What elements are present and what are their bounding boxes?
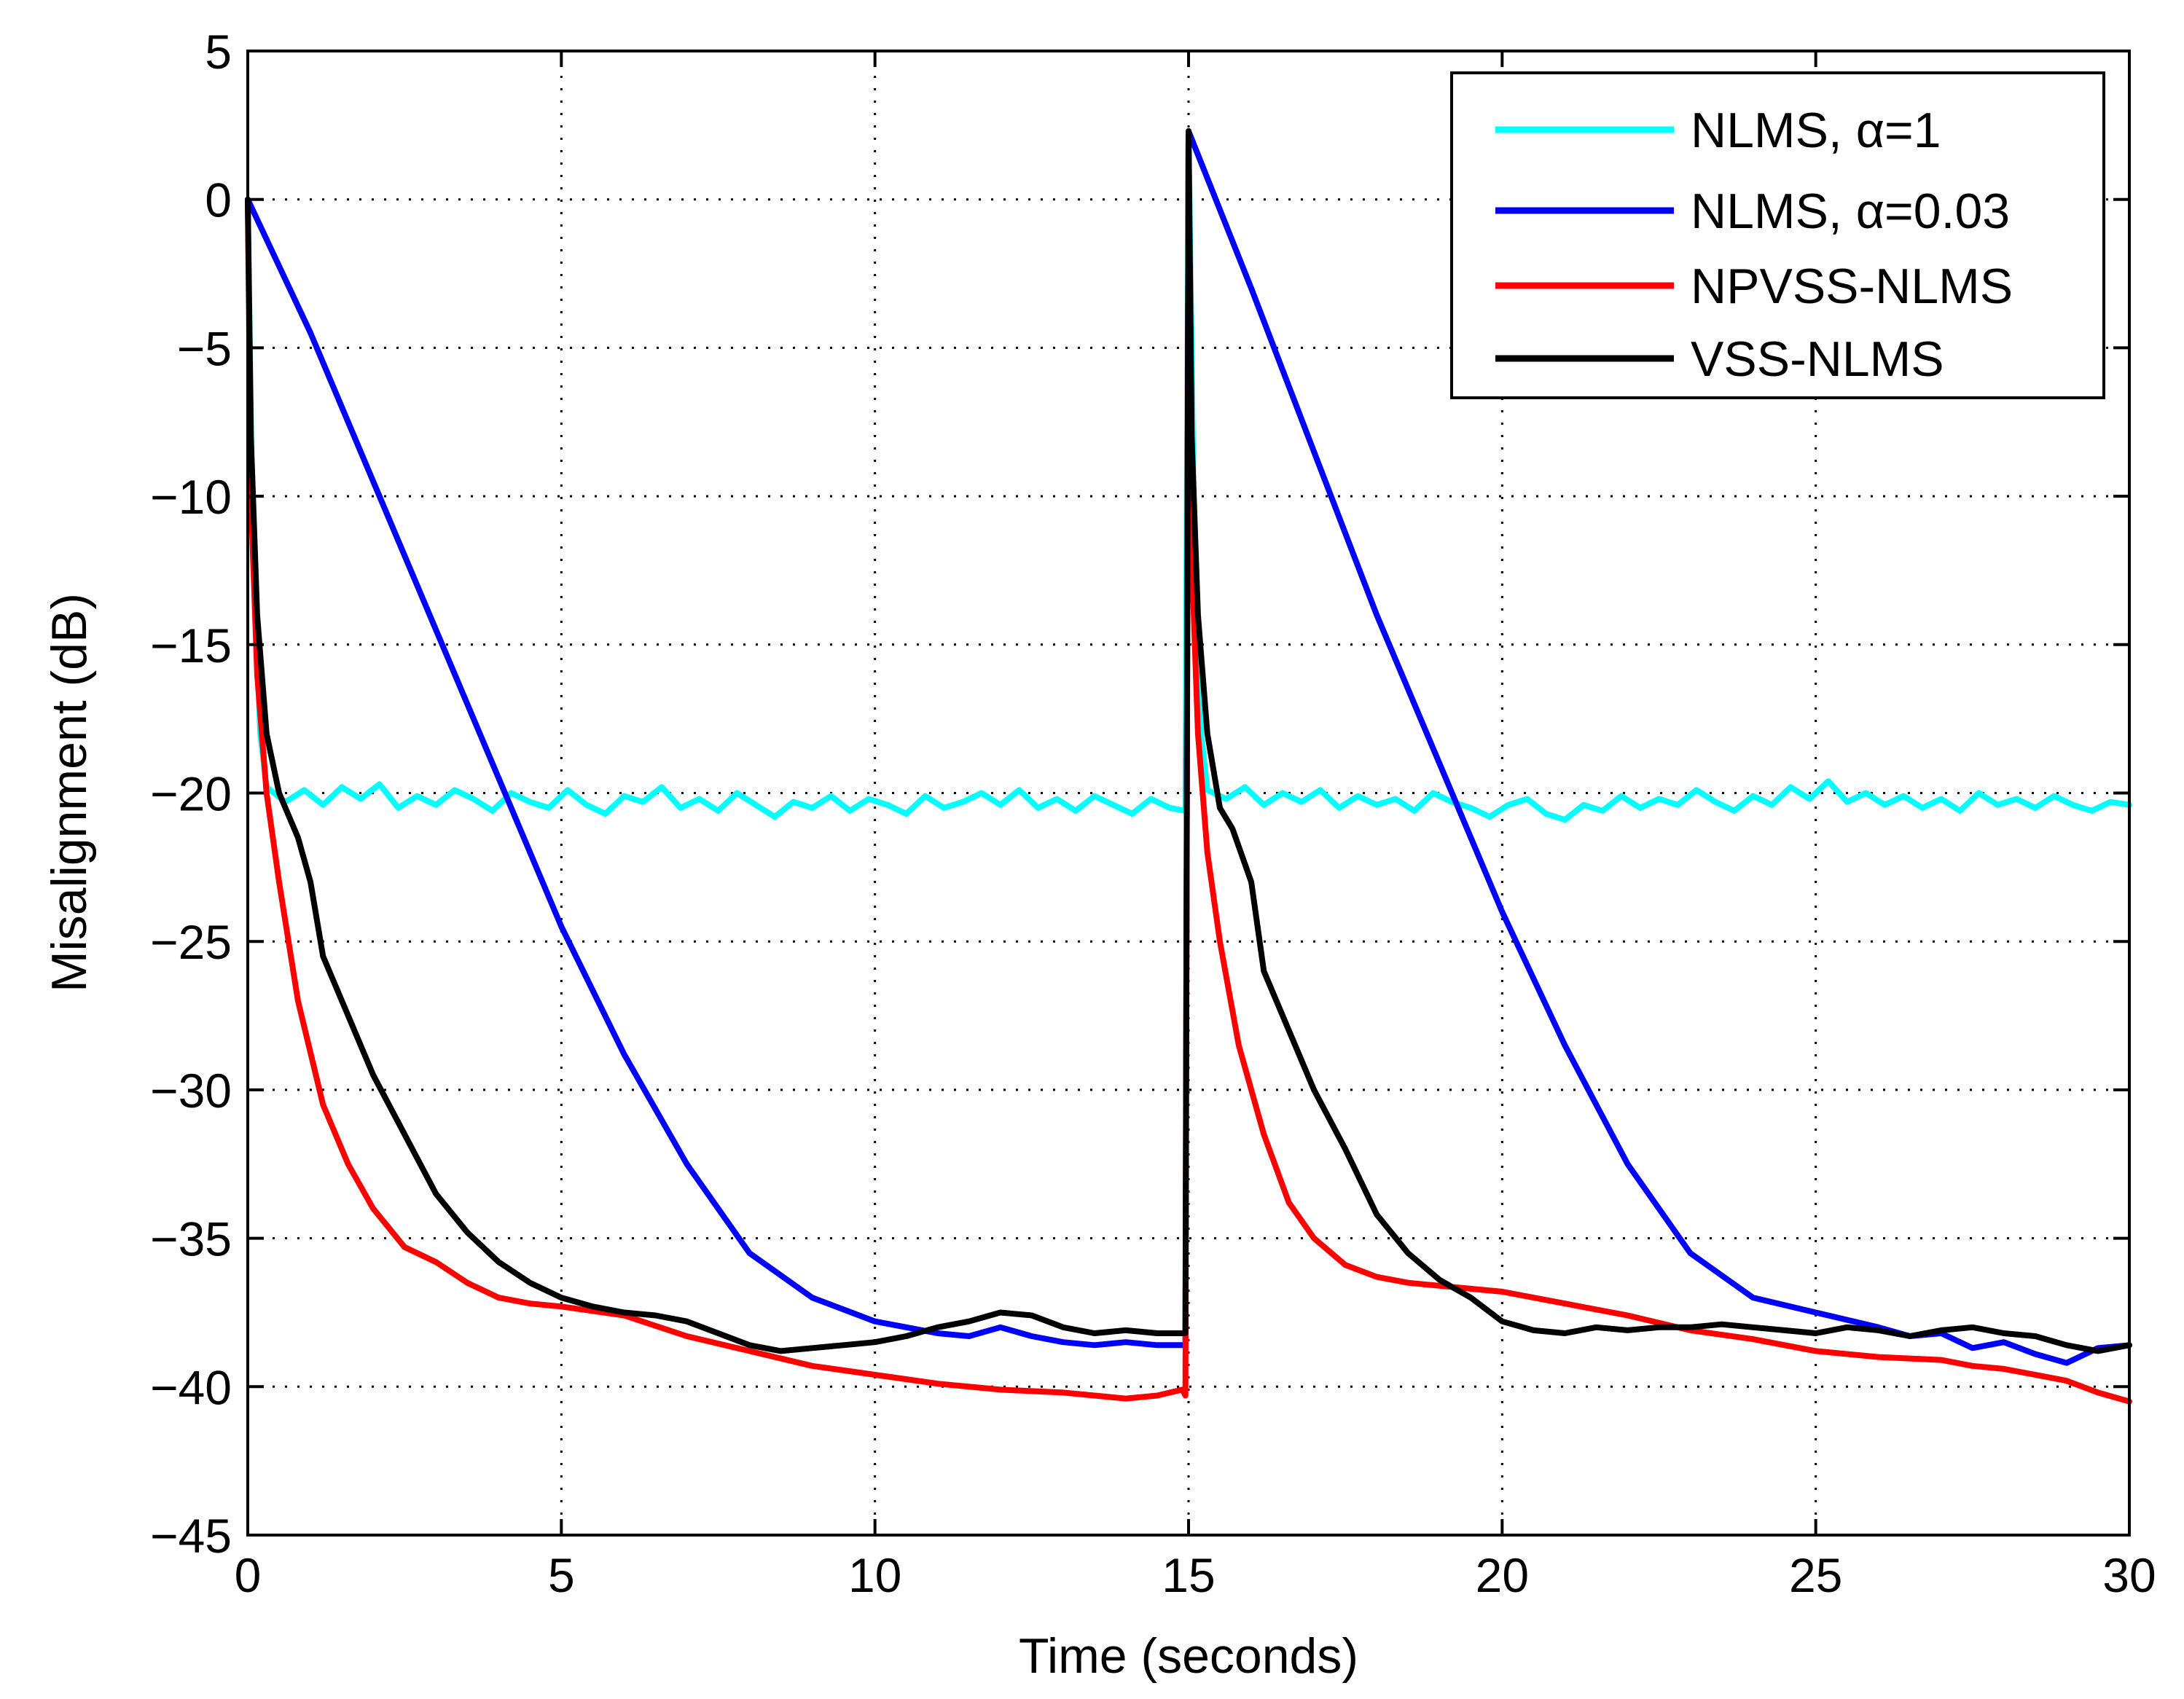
- y-tick-label: −15: [150, 619, 232, 672]
- x-tick-label: 5: [548, 1548, 575, 1602]
- legend-label-4: VSS-NLMS: [1691, 331, 1944, 387]
- legend-label-2: NLMS, α=0.03: [1691, 184, 2010, 239]
- y-tick-label: −35: [150, 1212, 232, 1266]
- x-tick-label: 15: [1162, 1548, 1215, 1602]
- y-tick-label: −30: [150, 1064, 232, 1118]
- y-axis-label: Misalignment (dB): [42, 593, 97, 992]
- x-tick-label: 0: [235, 1548, 262, 1602]
- x-tick-label: 30: [2102, 1548, 2156, 1602]
- legend-label-3: NPVSS-NLMS: [1691, 259, 2013, 314]
- axis-ticks: 0 5 10 15 20 25 30 5 0 −5 −10 −15 −20 −25 −30 −35 −40 −45: [150, 25, 2156, 1602]
- series-line-4: [245, 128, 2132, 1354]
- y-tick-label: 5: [205, 25, 232, 79]
- legend: NLMS, α=1 NLMS, α=0.03 NPVSS-NLMS VSS-NLMS: [1450, 71, 2105, 399]
- y-tick-label: −20: [150, 767, 232, 821]
- x-tick-label: 10: [848, 1548, 901, 1602]
- y-tick-label: −40: [150, 1360, 232, 1414]
- y-tick-label: −45: [150, 1509, 232, 1563]
- x-tick-label: 20: [1476, 1548, 1529, 1602]
- y-tick-label: −5: [177, 321, 232, 375]
- y-tick-label: −10: [150, 470, 232, 524]
- y-tick-label: −25: [150, 915, 232, 969]
- series-lines: [245, 128, 2132, 1405]
- legend-label-1: NLMS, α=1: [1691, 103, 1941, 158]
- x-tick-label: 25: [1789, 1548, 1842, 1602]
- y-tick-label: 0: [205, 173, 232, 227]
- x-axis-label: Time (seconds): [1019, 1628, 1358, 1684]
